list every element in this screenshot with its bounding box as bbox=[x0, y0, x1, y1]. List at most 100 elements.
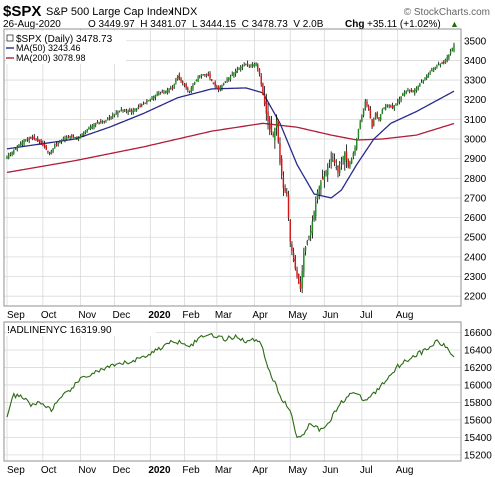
candle-body bbox=[62, 139, 65, 141]
candle-body bbox=[347, 159, 349, 167]
candle-body bbox=[441, 62, 443, 64]
candle-body bbox=[323, 176, 326, 181]
candle-body bbox=[272, 134, 274, 136]
candle-body bbox=[16, 146, 18, 150]
breadth-ytick-7: 16600 bbox=[464, 328, 492, 339]
candle-body bbox=[439, 63, 442, 65]
price-ytick-8: 3000 bbox=[464, 135, 487, 146]
candle-body bbox=[243, 65, 245, 67]
candle-body bbox=[89, 126, 92, 130]
price-xtick-10: Jul bbox=[360, 310, 373, 321]
price-ytick-6: 2800 bbox=[464, 174, 487, 185]
candle-body bbox=[127, 110, 129, 113]
candle-body bbox=[74, 137, 76, 139]
candle-body bbox=[299, 282, 302, 290]
breadth-ytick-2: 15600 bbox=[464, 415, 492, 426]
candle-body bbox=[419, 83, 421, 87]
candle-body bbox=[30, 137, 32, 139]
legend-ma200: MA(200) 3078.98 bbox=[16, 53, 86, 63]
candle-body bbox=[182, 81, 184, 84]
candle-body bbox=[251, 64, 254, 66]
candle-body bbox=[420, 81, 423, 84]
index-exchange: INDX bbox=[171, 6, 198, 18]
price-legend: $SPX (Daily) 3478.73 MA(50) 3243.46 MA(2… bbox=[6, 31, 126, 64]
legend-bg bbox=[6, 31, 126, 64]
candle-body bbox=[158, 93, 160, 95]
candle-body bbox=[429, 72, 431, 74]
candle-body bbox=[132, 109, 134, 113]
price-ytick-10: 3200 bbox=[464, 95, 487, 106]
breadth-ytick-1: 15400 bbox=[464, 433, 492, 444]
breadth-xtick-0: Sep bbox=[7, 465, 25, 476]
candle-body bbox=[173, 83, 175, 88]
candle-body bbox=[84, 130, 87, 134]
candle-body bbox=[122, 109, 124, 111]
candle-body bbox=[308, 236, 310, 239]
candle-body bbox=[374, 113, 377, 120]
candle-body bbox=[330, 158, 332, 161]
candle-body bbox=[115, 112, 117, 115]
candle-body bbox=[25, 139, 27, 141]
legend-ma50: MA(50) 3243.46 bbox=[16, 43, 81, 53]
candle-body bbox=[422, 79, 425, 82]
candle-body bbox=[43, 143, 46, 148]
candle-body bbox=[359, 122, 361, 129]
price-ytick-13: 3500 bbox=[464, 36, 487, 47]
candle-body bbox=[385, 106, 387, 109]
price-xtick-11: Aug bbox=[396, 310, 414, 321]
price-frame bbox=[3, 28, 462, 307]
candle-body bbox=[149, 98, 152, 101]
candle-body bbox=[408, 90, 411, 92]
candle-body bbox=[171, 87, 174, 89]
candle-body bbox=[371, 119, 373, 128]
candle-body bbox=[417, 85, 419, 89]
candle-body bbox=[414, 89, 416, 94]
breadth-xtick-6: Mar bbox=[215, 465, 233, 476]
candle-body bbox=[306, 240, 308, 244]
candle-body bbox=[6, 156, 8, 159]
candle-body bbox=[241, 66, 244, 68]
candle-body bbox=[388, 105, 390, 107]
candle-body bbox=[400, 96, 402, 100]
breadth-xtick-1: Oct bbox=[41, 465, 57, 476]
price-candles bbox=[6, 42, 455, 294]
candle-body bbox=[79, 136, 82, 139]
candle-body bbox=[120, 109, 123, 111]
price-xtick-2: Nov bbox=[78, 310, 96, 321]
candle-body bbox=[226, 79, 228, 81]
date-label: 26-Aug-2020 bbox=[3, 19, 61, 30]
candle-body bbox=[176, 75, 179, 80]
candle-body bbox=[52, 148, 54, 152]
candle-body bbox=[287, 194, 290, 218]
candle-body bbox=[185, 84, 187, 88]
candle-body bbox=[253, 63, 256, 67]
price-panel: 2200 2300 2400 2500 2600 2700 2800 2900 3000 3100… bbox=[3, 28, 487, 321]
candle-body bbox=[101, 121, 104, 123]
candle-body bbox=[269, 119, 271, 130]
candle-body bbox=[448, 54, 450, 58]
candle-body bbox=[376, 112, 378, 117]
candle-body bbox=[296, 269, 298, 277]
candle-body bbox=[238, 68, 240, 70]
candle-body bbox=[425, 75, 428, 79]
candle-body bbox=[381, 109, 384, 115]
candle-body bbox=[284, 188, 286, 192]
candle-body bbox=[311, 221, 314, 233]
candle-body bbox=[175, 79, 177, 83]
candle-body bbox=[221, 85, 223, 89]
candle-body bbox=[71, 134, 73, 137]
candle-body bbox=[303, 252, 305, 272]
candle-body bbox=[366, 101, 368, 106]
candle-body bbox=[100, 120, 102, 123]
breadth-grid bbox=[4, 322, 461, 461]
chg-label: Chg bbox=[345, 19, 364, 30]
candle-body bbox=[93, 124, 95, 127]
candle-body bbox=[83, 132, 85, 136]
candle-body bbox=[47, 150, 49, 152]
candle-body bbox=[338, 167, 341, 173]
candle-body bbox=[233, 72, 235, 76]
candle-body bbox=[262, 83, 264, 96]
candle-body bbox=[199, 75, 201, 78]
candle-body bbox=[144, 102, 146, 104]
